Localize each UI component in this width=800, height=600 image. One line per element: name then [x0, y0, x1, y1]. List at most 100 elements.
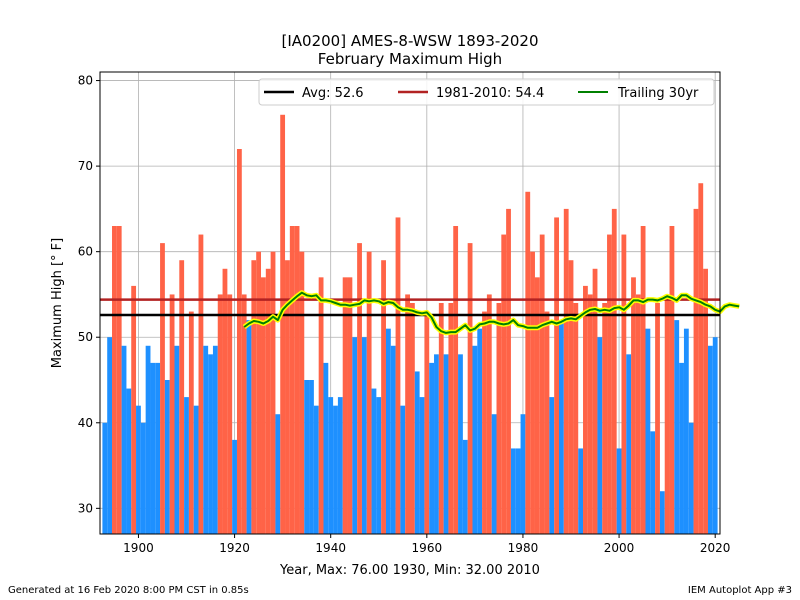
bar — [342, 277, 348, 534]
bar — [683, 328, 689, 534]
bar — [361, 337, 367, 534]
bar — [121, 345, 127, 534]
bar — [376, 397, 382, 534]
bar — [357, 243, 362, 534]
bar — [679, 362, 684, 534]
bar — [289, 226, 295, 534]
bar — [145, 345, 151, 534]
bar — [347, 277, 353, 534]
bar — [506, 208, 511, 534]
bar — [674, 320, 680, 534]
bar — [525, 191, 531, 534]
bar — [664, 294, 670, 534]
bar — [549, 397, 555, 534]
bar — [160, 243, 165, 534]
bar — [280, 114, 286, 535]
bar — [188, 311, 194, 534]
bar — [246, 320, 252, 534]
chart-title: [IA0200] AMES-8-WSW 1893-2020 — [281, 32, 538, 50]
bar — [568, 260, 574, 534]
bar — [655, 303, 660, 534]
bar — [544, 311, 550, 534]
x-tick-label: 2020 — [700, 541, 731, 555]
bar — [212, 345, 218, 534]
bar — [491, 414, 497, 534]
bar — [313, 405, 319, 534]
bar — [602, 303, 608, 534]
bar — [554, 217, 559, 534]
bar — [126, 388, 132, 534]
bar — [583, 285, 588, 534]
bar — [174, 345, 180, 534]
x-tick-label: 1900 — [123, 541, 154, 555]
bar — [640, 226, 646, 534]
bar — [650, 431, 656, 534]
legend: Avg: 52.6 1981-2010: 54.4 Trailing 30yr — [258, 78, 715, 106]
bar — [169, 294, 175, 534]
y-tick-label: 40 — [78, 416, 93, 430]
bar — [385, 328, 391, 534]
y-tick-label: 80 — [78, 74, 93, 88]
bar — [448, 303, 454, 534]
bar — [477, 328, 483, 534]
bar — [424, 311, 430, 534]
y-tick-label: 30 — [78, 501, 93, 515]
bar — [611, 208, 617, 534]
bar — [530, 251, 535, 534]
bar — [443, 354, 449, 534]
bar — [179, 260, 185, 534]
bar — [597, 337, 603, 534]
bar — [563, 208, 569, 534]
bar — [496, 303, 502, 534]
bar — [429, 362, 435, 534]
bar — [482, 311, 487, 534]
bar — [299, 251, 305, 534]
trailing-line-group — [242, 290, 740, 336]
legend-label-normal: 1981-2010: 54.4 — [436, 86, 544, 101]
legend-box — [258, 78, 715, 106]
bar — [222, 268, 228, 534]
bar — [659, 491, 665, 534]
bar — [390, 345, 396, 534]
ticks: 1900 1920 1940 1960 1980 2000 2020 30 40 50 60 70 80 — [78, 74, 731, 555]
footer-generated: Generated at 16 Feb 2020 8:00 PM CST in … — [8, 585, 249, 596]
legend-label-avg: Avg: 52.6 — [302, 86, 364, 101]
bar — [232, 439, 237, 534]
bar — [434, 354, 439, 534]
bar — [414, 371, 420, 534]
bar — [164, 380, 170, 534]
y-axis-label: Maximum High [° F] — [50, 238, 65, 368]
bar — [707, 345, 713, 534]
bar — [458, 354, 463, 534]
bar — [573, 303, 579, 534]
bar — [486, 294, 492, 534]
bar — [467, 243, 473, 534]
bar — [371, 388, 377, 534]
trailing-line — [243, 291, 740, 334]
bar — [438, 303, 444, 534]
bar — [261, 277, 266, 534]
bar — [198, 234, 204, 535]
bar — [275, 414, 281, 534]
bar — [520, 414, 526, 534]
bar — [631, 277, 636, 534]
bar — [102, 422, 108, 534]
bar — [140, 422, 146, 534]
bar — [645, 328, 651, 534]
bar — [587, 294, 593, 534]
bar — [410, 303, 415, 534]
bar — [462, 439, 468, 534]
y-tick-label: 60 — [78, 245, 93, 259]
x-tick-label: 1920 — [219, 541, 250, 555]
bar — [155, 362, 161, 534]
bar — [337, 397, 343, 534]
bar — [366, 251, 372, 534]
bar — [285, 260, 290, 534]
bar — [400, 405, 406, 534]
plot-frame — [99, 71, 721, 535]
bar — [703, 268, 708, 534]
bar — [265, 268, 271, 534]
bar — [131, 285, 137, 534]
bar — [534, 277, 540, 534]
bar — [304, 380, 310, 534]
